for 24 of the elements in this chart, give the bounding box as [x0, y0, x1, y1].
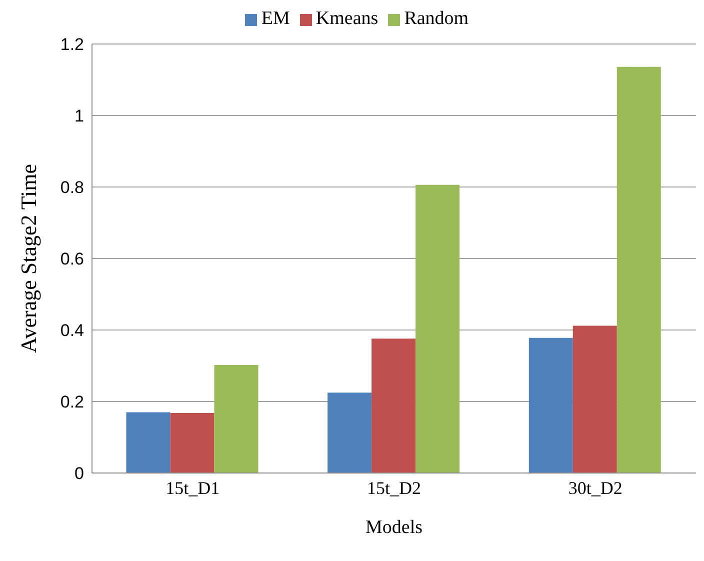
- x-axis-title: Models: [366, 517, 422, 538]
- x-tick-label: 30t_D2: [568, 478, 622, 498]
- bar: [416, 184, 460, 473]
- y-tick-label: 1.2: [60, 35, 84, 54]
- y-tick-label: 0.2: [60, 392, 84, 412]
- bar: [170, 412, 214, 473]
- y-tick-label: 0: [74, 464, 84, 484]
- x-tick-label: 15t_D2: [367, 478, 421, 498]
- x-tick-label: 15t_D1: [166, 478, 220, 498]
- bar: [616, 66, 661, 473]
- y-tick-label: 0.8: [60, 178, 84, 198]
- legend-label: Random: [404, 8, 469, 29]
- legend-label: Kmeans: [316, 8, 378, 29]
- y-axis-title: Average Stage2 Time: [16, 164, 41, 354]
- bar: [572, 326, 617, 473]
- bar: [126, 412, 170, 473]
- y-tick-label: 0.4: [60, 321, 84, 340]
- y-tick-label: 1: [74, 106, 84, 126]
- y-tick-label: 0.6: [60, 250, 84, 269]
- bar: [372, 338, 416, 473]
- bar: [328, 392, 372, 473]
- bar: [528, 338, 573, 473]
- bar: [214, 365, 258, 473]
- legend-label: EM: [261, 8, 290, 29]
